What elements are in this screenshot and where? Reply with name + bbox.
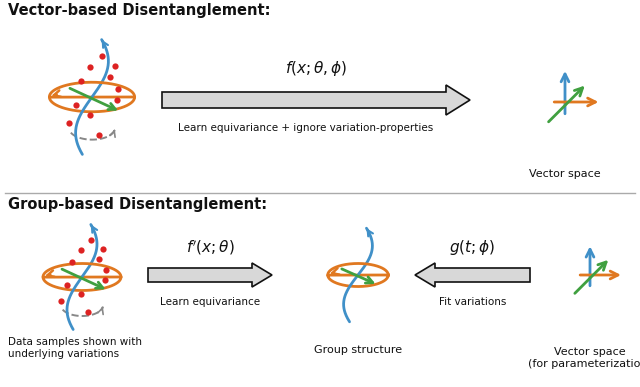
Text: Group structure: Group structure: [314, 345, 402, 355]
FancyArrow shape: [148, 263, 272, 287]
Text: Group-based Disentanglement:: Group-based Disentanglement:: [8, 197, 267, 212]
Text: Learn equivariance + ignore variation-properties: Learn equivariance + ignore variation-pr…: [179, 123, 434, 133]
Text: $f^{\prime}(x;\theta)$: $f^{\prime}(x;\theta)$: [186, 238, 234, 257]
Text: $f(x;\theta,\phi)$: $f(x;\theta,\phi)$: [285, 59, 347, 78]
FancyArrow shape: [162, 85, 470, 115]
Text: Fit variations: Fit variations: [439, 297, 506, 307]
Text: Learn equivariance: Learn equivariance: [160, 297, 260, 307]
Text: Vector space: Vector space: [529, 169, 601, 179]
Text: Vector space
(for parameterization): Vector space (for parameterization): [528, 347, 640, 368]
Text: Vector-based Disentanglement:: Vector-based Disentanglement:: [8, 3, 271, 18]
FancyArrow shape: [415, 263, 530, 287]
Text: Data samples shown with
underlying variations: Data samples shown with underlying varia…: [8, 337, 142, 359]
Text: $g(t;\phi)$: $g(t;\phi)$: [449, 238, 495, 257]
